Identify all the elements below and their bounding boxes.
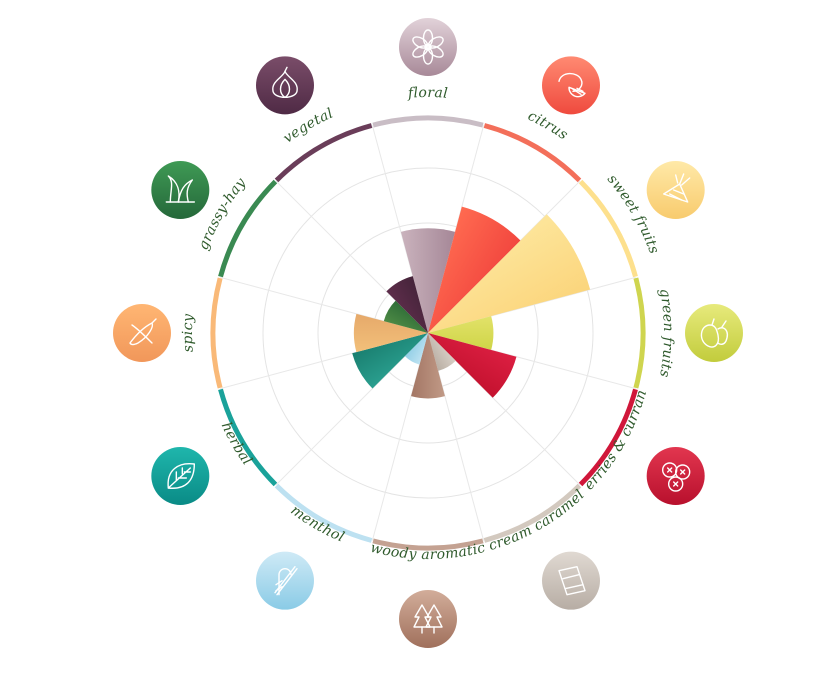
- rim-grassy-hay: [218, 179, 278, 278]
- rim-citrus: [483, 123, 582, 183]
- bar-vegetal: [386, 276, 428, 333]
- rim-green-fruits: [633, 277, 646, 389]
- bar-spicy: [353, 313, 428, 353]
- candy-cane-icon: [256, 551, 314, 610]
- rim-floral: [372, 115, 484, 128]
- rim-berries: [578, 388, 638, 487]
- rim-sweet-fruits: [578, 179, 638, 278]
- bar-citrus: [428, 206, 521, 333]
- category-icons: [113, 18, 743, 648]
- grid-spoke: [220, 276, 429, 334]
- label-menthol: menthol: [288, 502, 347, 545]
- label-cream-caramel: cream caramel: [487, 487, 588, 554]
- bar-grassy-hay: [383, 300, 428, 333]
- pear-icon: [685, 304, 743, 362]
- chart-rim: [210, 115, 646, 551]
- bar-berries: [428, 333, 517, 398]
- bar-menthol: [404, 333, 428, 365]
- rim-menthol: [274, 483, 373, 543]
- rim-cream-caramel: [483, 483, 582, 543]
- grid-ring: [262, 167, 594, 499]
- onion-icon: [256, 56, 314, 115]
- bar-herbal: [352, 333, 428, 389]
- trees-icon: [399, 590, 457, 648]
- label-spicy: spicy: [180, 313, 197, 353]
- flower-icon: [399, 18, 457, 76]
- grass-icon: [151, 161, 210, 219]
- grid-ring: [317, 222, 539, 444]
- pineapple-icon: [646, 161, 705, 219]
- label-floral: floral: [406, 85, 448, 102]
- bar-woody-aromatic: [411, 333, 445, 399]
- rim-spicy: [210, 277, 223, 389]
- lemon-icon: [542, 56, 600, 115]
- caramel-icon: [542, 551, 600, 610]
- chart-bars: [352, 206, 591, 399]
- label-green-fruits: green fruits: [656, 287, 676, 378]
- bar-sweet-fruits: [428, 214, 591, 333]
- bar-green-fruits: [428, 316, 494, 350]
- leaf-icon: [151, 447, 210, 505]
- bar-floral: [400, 228, 456, 333]
- rim-vegetal: [274, 123, 373, 183]
- rim-woody-aromatic: [372, 538, 484, 551]
- label-woody-aromatic: woody aromatic: [369, 540, 487, 563]
- chili-icon: [113, 304, 171, 362]
- bar-cream-caramel: [428, 333, 456, 371]
- berries-icon: [646, 447, 705, 505]
- rim-herbal: [218, 388, 278, 487]
